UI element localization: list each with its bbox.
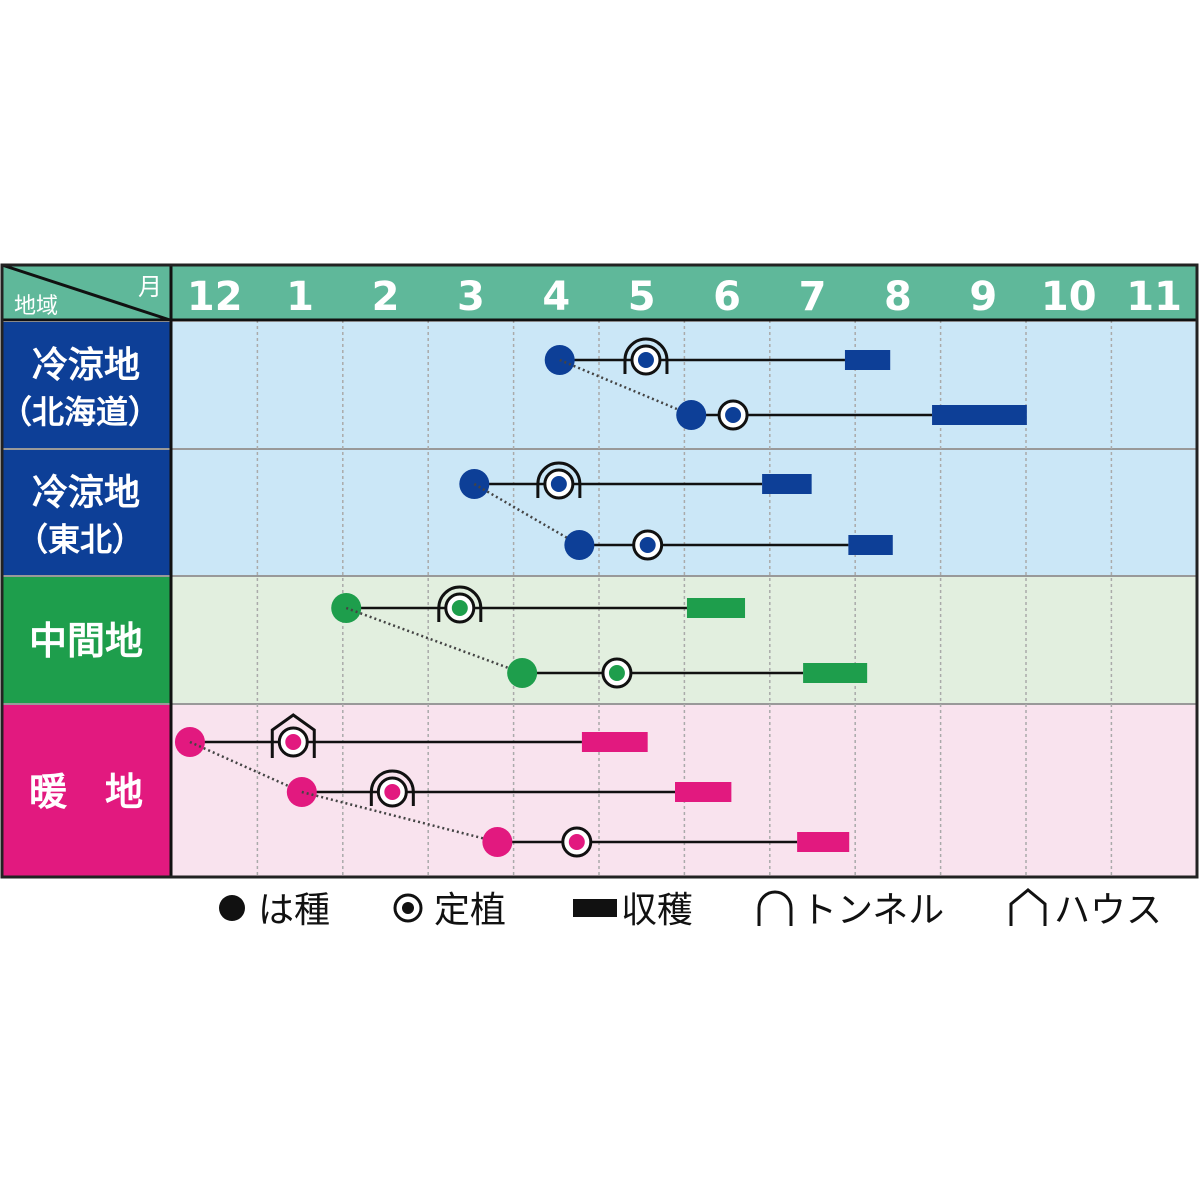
transplant-marker-dot (285, 734, 302, 750)
month-tick-label: 11 (1126, 274, 1182, 320)
sowing-marker (676, 400, 707, 430)
region-label-cell (2, 322, 170, 448)
header-row (2, 265, 1197, 320)
month-tick-label: 2 (372, 274, 400, 320)
sowing-connector-dotted (473, 482, 580, 547)
transplant-marker-dot (568, 834, 585, 850)
harvest-bar (797, 832, 850, 852)
table-border (0, 263, 1199, 879)
tunnel-icon (369, 769, 415, 806)
month-tick-label: 8 (884, 274, 912, 320)
region-label-cell (2, 705, 170, 877)
transplant-marker-dot (639, 537, 656, 553)
transplant-marker-dot (725, 407, 742, 423)
legend-label: トンネル (801, 890, 944, 931)
legend-label: は種 (258, 890, 330, 931)
month-tick-label: 3 (457, 274, 485, 320)
region-name: 冷涼地 (32, 345, 140, 386)
region-subname: （北海道） (0, 393, 160, 431)
sowing-connector-dotted (189, 740, 303, 794)
transplant-marker-dot (608, 665, 625, 681)
sowing-connector-dotted (559, 358, 692, 417)
month-tick-label: 7 (799, 274, 827, 320)
legend-house-icon (1009, 888, 1047, 926)
harvest-bar (803, 663, 868, 683)
harvest-bar (686, 598, 746, 618)
tunnel-icon (536, 461, 582, 498)
month-tick-label: 10 (1041, 274, 1097, 320)
month-tick-label: 9 (969, 274, 997, 320)
corner-diagonal (1, 263, 171, 322)
corner-month-label: 月 (138, 273, 162, 301)
legend-transplant-icon-dot (402, 902, 414, 914)
sowing-marker (564, 530, 595, 560)
transplant-marker-dot (637, 352, 654, 368)
month-tick-label: 5 (628, 274, 656, 320)
legend-label: ハウス (1054, 890, 1162, 931)
harvest-bar (675, 782, 732, 802)
sowing-marker (507, 658, 538, 688)
legend-harvest-icon (573, 899, 617, 917)
harvest-bar (848, 535, 893, 555)
region-label-cell (2, 450, 170, 575)
region-subname: （東北） (16, 521, 144, 559)
sowing-connector-dotted (345, 606, 523, 675)
harvest-bar (932, 405, 1027, 425)
legend-tunnel-icon (757, 890, 793, 926)
month-tick-label: 1 (286, 274, 314, 320)
month-tick-label: 12 (187, 274, 243, 320)
harvest-bar (581, 732, 648, 752)
harvest-bar (762, 474, 812, 494)
region-name: 中間地 (29, 619, 143, 663)
region-label-cell (2, 577, 170, 703)
region-name: 冷涼地 (32, 473, 140, 514)
sowing-connector-dotted (301, 790, 498, 844)
sowing-marker (482, 827, 513, 857)
month-tick-label: 6 (713, 274, 741, 320)
month-tick-label: 4 (542, 274, 570, 320)
corner-region-label: 地域 (14, 294, 58, 319)
harvest-bar (844, 350, 891, 370)
transplant-marker-dot (451, 600, 468, 616)
legend-transplant-icon (393, 893, 423, 923)
legend-label: 収穫 (621, 890, 693, 931)
legend-sow-icon (219, 895, 245, 921)
house-icon (270, 713, 316, 758)
legend-label: 定植 (434, 890, 506, 931)
transplant-marker-dot (384, 784, 401, 800)
region-name: 暖 地 (29, 770, 143, 814)
transplant-marker-dot (550, 476, 567, 492)
tunnel-icon (623, 337, 669, 374)
tunnel-icon (437, 585, 483, 622)
